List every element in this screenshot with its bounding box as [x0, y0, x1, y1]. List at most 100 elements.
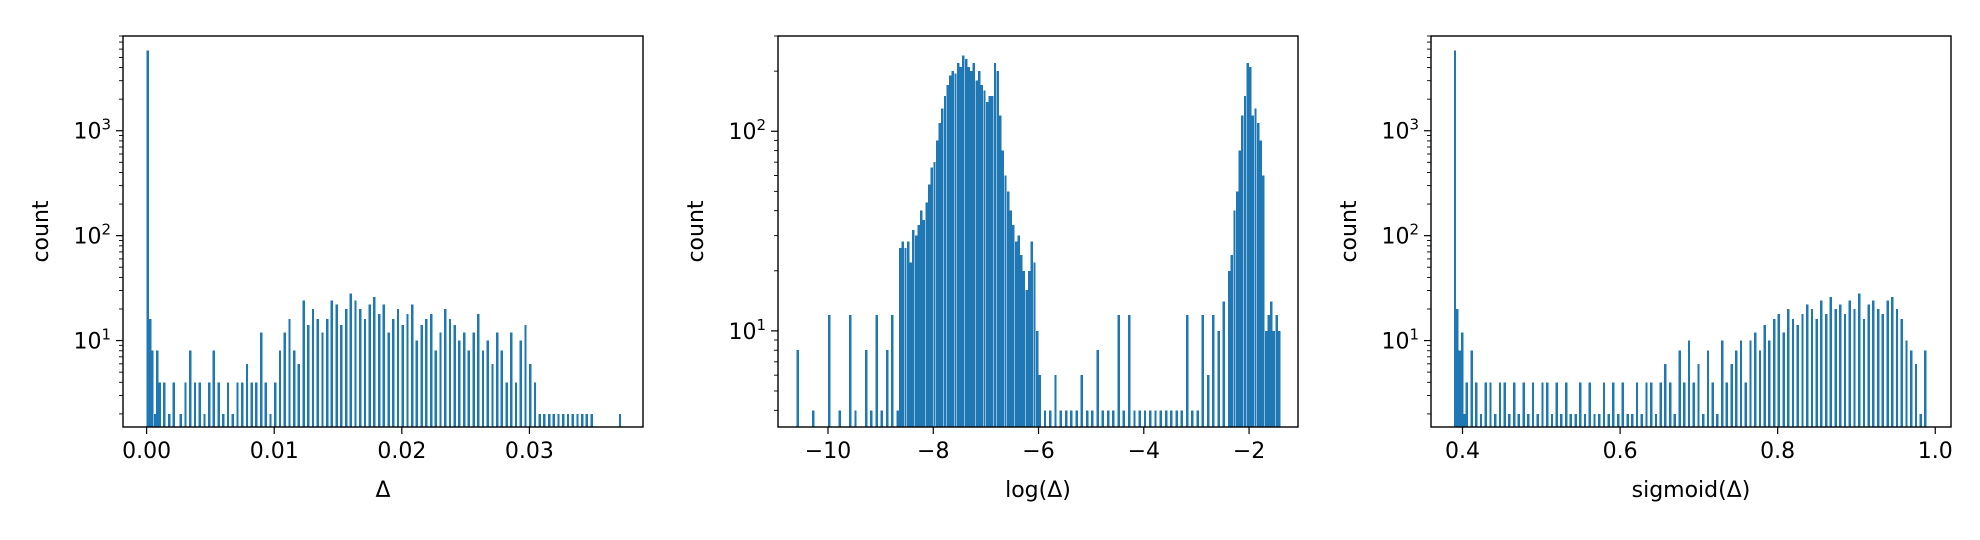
histogram-bar [340, 325, 343, 427]
histogram-bar [1143, 410, 1147, 427]
histogram-bar [1264, 330, 1268, 427]
histogram-bar [891, 315, 894, 427]
histogram-bar [993, 62, 997, 427]
histogram-bar [1460, 332, 1464, 427]
histogram-bar [1201, 315, 1205, 427]
axes-frame [1430, 35, 1952, 428]
histogram-bar [1508, 413, 1511, 427]
histogram-bar [970, 71, 973, 427]
histogram-bar [1049, 410, 1052, 427]
histogram-bar [1243, 96, 1247, 427]
histogram-bar [1159, 410, 1162, 427]
histogram-bar [1881, 313, 1885, 427]
histogram-bar [1810, 308, 1814, 427]
histogram-bar [980, 85, 984, 427]
histogram-bar [1640, 413, 1643, 427]
histogram-bar [1522, 382, 1525, 427]
histogram-bar [946, 85, 949, 427]
histogram-bar [1164, 410, 1168, 427]
histogram-bar [1787, 308, 1790, 427]
histogram-bar [283, 332, 286, 427]
histogram-bar [1498, 382, 1502, 427]
histogram-bar [1012, 224, 1015, 427]
histogram-bar [1782, 332, 1785, 427]
histogram-bar [1175, 410, 1178, 427]
y-axis-label: count [684, 200, 709, 262]
histogram-bar [870, 410, 873, 427]
histogram-bar [943, 96, 947, 427]
x-tick-label: −8 [917, 439, 949, 464]
histogram-bar [1272, 330, 1276, 427]
histogram-bar [146, 50, 149, 427]
histogram-panel-2: −10 −8 −6 −4 −2 101 102 log(Δ) count [684, 35, 1299, 503]
histogram-bar [1246, 62, 1249, 427]
histogram-bar [411, 304, 414, 427]
histogram-bar [533, 382, 537, 427]
histogram-bar [1824, 313, 1828, 427]
histogram-bar [330, 300, 334, 427]
histogram-bar [1702, 413, 1705, 427]
histogram-bar [472, 332, 475, 427]
histogram-bar [896, 410, 899, 427]
histogram-bar [1735, 350, 1738, 427]
x-tick-label: 0.00 [122, 439, 171, 464]
histogram-bar [796, 350, 799, 427]
histogram-bar [1006, 191, 1010, 427]
histogram-bar [1259, 140, 1262, 427]
histogram-bar [854, 410, 857, 427]
x-tick-label: 0.02 [377, 439, 426, 464]
histogram-bar [1043, 410, 1047, 427]
histogram-bar [1924, 350, 1927, 427]
histogram-bar [1217, 330, 1220, 427]
histogram-bar [1919, 413, 1922, 427]
histogram-bar [1489, 382, 1492, 427]
histogram-bar [491, 363, 494, 427]
histogram-bar [392, 319, 395, 427]
histogram-bar [349, 293, 352, 427]
histogram-bar [481, 350, 485, 427]
histogram-bar [1687, 340, 1691, 427]
histogram-bar [1820, 300, 1823, 427]
histogram-bar [1070, 410, 1073, 427]
histogram-bar [429, 313, 433, 427]
histogram-bar [207, 382, 211, 427]
histogram-bar [618, 413, 622, 427]
histogram-bar [245, 363, 249, 427]
histogram-bar [1839, 304, 1842, 427]
histogram-bar [885, 350, 889, 427]
histogram-bar [1028, 270, 1031, 427]
histogram-bar [1128, 315, 1131, 427]
histogram-bar [444, 308, 447, 427]
histogram-bar [1059, 410, 1062, 427]
histogram-bar [1206, 375, 1210, 427]
histogram-bar [1744, 382, 1747, 427]
histogram-bar [373, 297, 376, 427]
histogram-bar [1014, 241, 1018, 427]
histogram-bar [1536, 413, 1539, 427]
histogram-bar [951, 71, 955, 427]
histogram-bar [1022, 270, 1026, 427]
y-axis-label: count [29, 200, 54, 262]
histogram-bar [880, 410, 884, 427]
histogram-bar [1512, 382, 1516, 427]
histogram-bar [1772, 319, 1776, 427]
y-tick-label: 101 [73, 326, 111, 355]
histogram-bar [510, 332, 513, 427]
x-tick-label: 0.01 [250, 439, 299, 464]
histogram-bar [1503, 382, 1506, 427]
histogram-bar [149, 319, 152, 427]
histogram-bar [255, 382, 258, 427]
x-axis-label: Δ [375, 478, 390, 503]
histogram-bar [156, 350, 159, 427]
histogram-bar [1106, 410, 1110, 427]
histogram-bar [151, 350, 154, 427]
histogram-bar [1716, 413, 1719, 427]
histogram-bar [972, 62, 976, 427]
histogram-bar [930, 167, 934, 427]
histogram-bar [288, 319, 291, 427]
histogram-bar [1112, 410, 1115, 427]
histogram-bar [179, 413, 183, 427]
histogram-bar [269, 413, 272, 427]
histogram-bar [933, 162, 936, 427]
